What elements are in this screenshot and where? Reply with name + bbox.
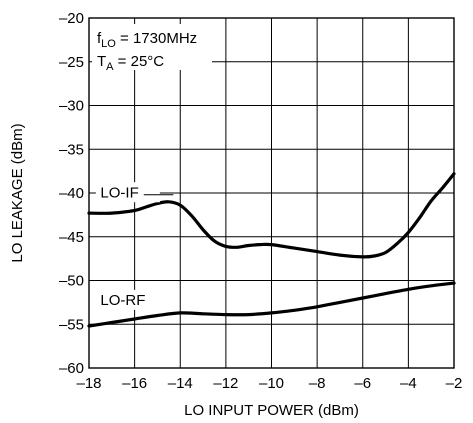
x-tick-label: –12	[213, 375, 238, 392]
y-tick-label: –45	[59, 229, 84, 246]
y-tick-label: –25	[59, 54, 84, 71]
y-tick-label: –60	[59, 360, 84, 377]
series-line-lo-rf	[87, 281, 456, 328]
x-tick-label: –2	[446, 375, 463, 392]
ta-annotation: TA = 25°C	[97, 53, 164, 73]
x-tick-label: –18	[76, 375, 101, 392]
lo-if-series-label: LO-IF	[100, 184, 138, 201]
ta-main: T	[97, 53, 106, 70]
ta-subscript: A	[106, 61, 114, 73]
y-tick-label: –55	[59, 316, 84, 333]
x-tick-label: –10	[259, 375, 284, 392]
y-tick-label: –35	[59, 141, 84, 158]
flo-main: f	[97, 30, 102, 47]
x-tick-label: –16	[122, 375, 147, 392]
y-tick-label: –20	[59, 10, 84, 27]
x-tick-label: –14	[168, 375, 193, 392]
flo-subscript: LO	[101, 38, 116, 50]
x-tick-labels: –18 –16 –14 –12 –10 –8 –6 –4 –2	[76, 375, 462, 392]
flo-annotation: fLO = 1730MHz	[97, 30, 197, 50]
lo-rf-label-background	[95, 289, 156, 310]
ta-value: = 25°C	[114, 53, 165, 70]
series-lines	[87, 172, 456, 328]
y-tick-label: –50	[59, 273, 84, 290]
lo-rf-series-label: LO-RF	[100, 292, 145, 309]
y-tick-label: –30	[59, 98, 84, 115]
conditions-background	[92, 24, 212, 70]
y-tick-label: –40	[59, 185, 84, 202]
lo-if-label-background	[95, 182, 160, 203]
series-line-lo-if	[87, 172, 456, 259]
plot-frame	[88, 17, 455, 369]
y-tick-labels: –20 –25 –30 –35 –40 –45 –50 –55 –60	[59, 10, 84, 377]
x-tick-label: –6	[354, 375, 371, 392]
x-axis-label: LO INPUT POWER (dBm)	[184, 402, 359, 419]
y-axis-label: LO LEAKAGE (dBm)	[9, 123, 26, 262]
flo-value: = 1730MHz	[116, 30, 197, 47]
x-tick-label: –4	[400, 375, 417, 392]
x-tick-label: –8	[309, 375, 326, 392]
